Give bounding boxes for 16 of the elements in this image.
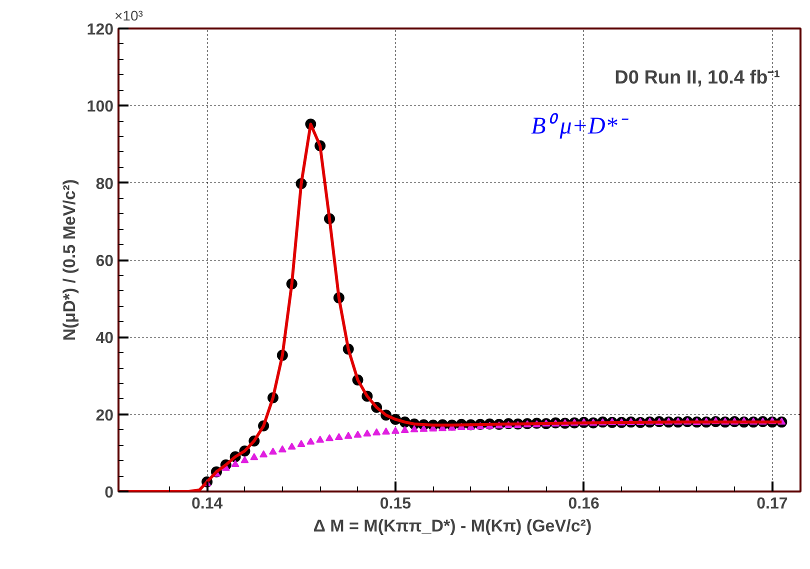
x-tick-label: 0.14	[191, 496, 223, 512]
y-tick-label: 120	[86, 22, 114, 38]
y-tick-label: 20	[96, 407, 114, 424]
x-tick-label: 0.16	[568, 496, 600, 512]
text: ×10³	[114, 8, 144, 24]
x-axis-title: Δ M = M(Kππ_D*) - M(Kπ) (GeV/c²)	[313, 516, 592, 536]
annotation: B⁰ μ+D*⁻	[531, 112, 628, 140]
y-tick-label: 100	[86, 98, 114, 116]
x-tick-label: 0.15	[380, 496, 412, 512]
y-axis-title: N(μD*) / (0.5 MeV/c²)	[60, 179, 79, 341]
y-tick-label: 80	[96, 176, 114, 193]
y-tick-label: 60	[96, 253, 114, 270]
y-tick-label: 40	[96, 330, 114, 348]
x-tick-label: 0.17	[756, 496, 788, 512]
y-tick-label: 0	[104, 484, 114, 502]
annotation: D0 Run II, 10.4 fb⁻¹	[614, 68, 780, 89]
